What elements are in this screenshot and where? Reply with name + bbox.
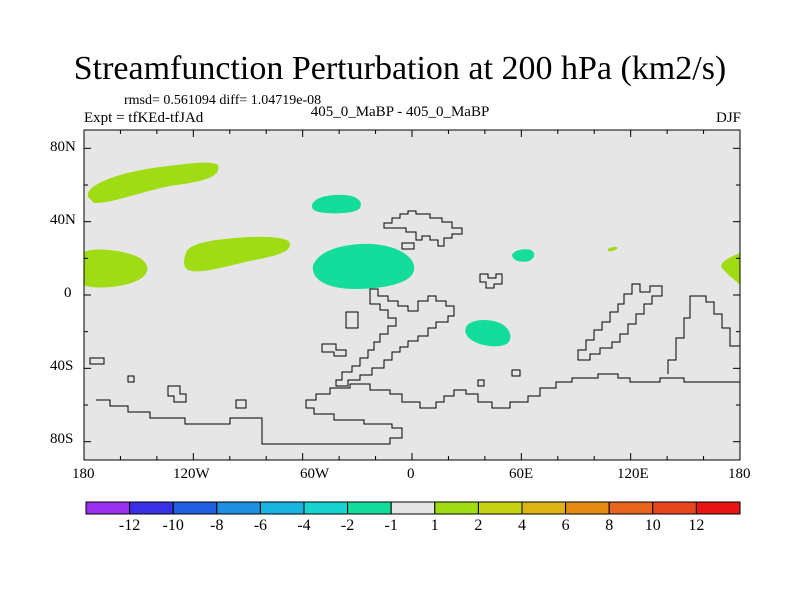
colorbar-label: -8 (210, 517, 224, 534)
coastline-greenland-islet (401, 242, 415, 250)
colorbar-swatch (477, 501, 523, 515)
plot-title: Streamfunction Perturbation at 200 hPa (… (73, 50, 727, 87)
x-tick-label-60w: 60W (300, 466, 330, 482)
colorbar-label: -2 (340, 517, 355, 534)
colorbar-label: -6 (253, 517, 268, 534)
anomaly-positive-central-pacific (84, 249, 148, 288)
colorbar-swatch (303, 501, 349, 515)
x-tick-label-180e: 180 (728, 466, 751, 482)
coastline-islet-b (167, 385, 187, 403)
coastline-north-america (383, 210, 463, 247)
y-tick-label-40s: 40S (50, 358, 74, 374)
coastline-islet-a (127, 375, 135, 383)
anomaly-negative-africa (465, 319, 511, 347)
colorbar-label: 2 (474, 517, 483, 534)
colorbar-swatch (565, 501, 610, 515)
colorbar-swatch (390, 501, 436, 515)
colorbar-label: -1 (384, 517, 398, 534)
anomaly-positive-dateline (721, 253, 740, 285)
anomaly-positive-east-asia (608, 246, 618, 252)
map-background (84, 130, 740, 460)
anomaly-negative-north-atlantic (311, 194, 361, 214)
colorbar-label: 12 (688, 517, 705, 534)
x-tick-label-180w: 180 (72, 466, 95, 482)
x-tick-label-60e: 60E (509, 466, 534, 482)
colorbar-swatch (695, 501, 741, 515)
experiment-label: Expt = tfKEd-tfJAd (84, 110, 204, 126)
anomaly-negative-arabia (512, 249, 535, 262)
coastline-central-america (321, 343, 347, 357)
colorbar-label: 4 (518, 517, 526, 534)
colorbar-label: 10 (644, 517, 661, 534)
y-tick-label-eq: 0 (64, 285, 72, 301)
colorbar-swatch (259, 501, 305, 515)
colorbar-label: 1 (430, 517, 439, 534)
coastline-lake (345, 311, 359, 329)
coastline-south-america (335, 288, 455, 387)
anomaly-positive-east-pacific (184, 236, 291, 272)
coastline-indochina (577, 283, 663, 361)
colorbar-swatch (434, 501, 479, 515)
axis-ticks (83, 130, 741, 460)
colorbar-swatch (216, 501, 261, 515)
colorbar (85, 501, 741, 515)
coastline-islet-e (477, 379, 485, 387)
colorbar-swatch (172, 501, 218, 515)
x-tick-label-120e: 120E (617, 466, 649, 482)
colorbar-label: -4 (297, 517, 311, 534)
season-label: DJF (715, 110, 741, 126)
colorbar-swatch (652, 501, 697, 515)
stats-text: rmsd= 0.561094 diff= 1.04719e-08 (124, 93, 322, 108)
colorbar-swatch (608, 501, 654, 515)
continent-outlines (89, 210, 740, 445)
colorbar-label: -12 (118, 517, 141, 534)
colorbar-label: -10 (162, 517, 184, 534)
colorbar-swatch (129, 501, 174, 515)
coastline-islet-d (511, 369, 521, 377)
coastline-africa-eurasia (96, 373, 740, 445)
colorbar-label: 8 (605, 517, 614, 534)
y-tick-label-40n: 40N (50, 212, 76, 228)
x-tick-label-120w: 120W (173, 466, 210, 482)
y-tick-label-80s: 80S (50, 431, 74, 447)
y-tick-label-80n: 80N (50, 139, 76, 155)
coastline-australia (667, 295, 740, 374)
colorbar-swatch (347, 501, 392, 515)
colorbar-swatch (85, 501, 131, 515)
anomaly-negative-tropical-atlantic (312, 243, 415, 289)
coastline-caribbean (479, 273, 503, 289)
coastline-islet-west (89, 357, 105, 365)
coastline-islet-c (235, 399, 247, 409)
colorbar-label: 6 (561, 517, 570, 534)
anomaly-positive-north-pacific (87, 162, 219, 204)
anomaly-shading (84, 162, 740, 347)
difference-label: 405_0_MaBP - 405_0_MaBP (310, 104, 490, 120)
colorbar-swatch (521, 501, 567, 515)
x-tick-label-0: 0 (407, 466, 415, 482)
